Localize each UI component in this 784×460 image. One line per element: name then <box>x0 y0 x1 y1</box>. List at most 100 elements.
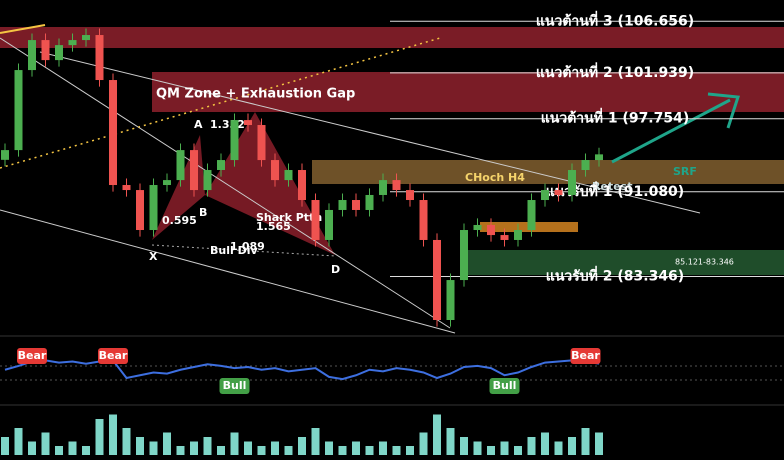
candle-body <box>122 185 131 191</box>
histogram-bar <box>14 428 23 455</box>
srf-label: SRF <box>673 165 697 178</box>
ratio-label: 1.089 <box>230 240 265 253</box>
candle-body <box>176 150 185 181</box>
signal-label: Bull <box>223 379 247 392</box>
candle-body <box>257 125 266 161</box>
candle-body <box>1 150 9 160</box>
histogram-bar <box>28 441 36 455</box>
candle-body <box>338 200 347 210</box>
candle-body <box>68 40 77 46</box>
candle-body <box>595 154 603 161</box>
point-label: A <box>194 118 203 131</box>
candle-body <box>244 120 252 126</box>
candle-body <box>284 170 293 181</box>
histogram-bar <box>298 437 306 455</box>
signal-label: Bear <box>18 349 47 362</box>
histogram-bar <box>595 432 603 455</box>
histogram-bar <box>419 432 428 455</box>
histogram-bar <box>149 441 158 455</box>
histogram-bar <box>82 446 90 455</box>
ratio-label: 0.595 <box>162 214 197 227</box>
histogram-bar <box>473 441 482 455</box>
candle-body <box>271 160 279 181</box>
histogram-bar <box>311 428 320 455</box>
zones <box>0 24 784 406</box>
histogram-bar <box>460 437 468 455</box>
point-label: D <box>331 263 340 276</box>
candle-body <box>95 35 104 81</box>
level-label: แนวรับที่ 2 (83.346) <box>546 265 684 284</box>
histogram-bar <box>487 446 495 455</box>
histogram-bar <box>176 446 185 455</box>
histogram-bar <box>271 441 279 455</box>
candle-body <box>527 200 536 231</box>
signal-badge <box>17 348 47 364</box>
histogram-bar <box>352 441 360 455</box>
zone-label: QM Zone + Exhaustion Gap <box>156 87 355 102</box>
candle-body <box>311 200 320 240</box>
candle-body <box>379 180 387 195</box>
candle-body <box>433 239 441 321</box>
point-label: X <box>149 250 158 263</box>
candle-body <box>41 40 50 61</box>
trend-line <box>0 37 441 169</box>
signal-badge <box>219 378 250 394</box>
candle-body <box>298 170 306 201</box>
candle-body <box>500 235 509 240</box>
histogram-bar <box>244 441 252 455</box>
support-zone <box>312 160 784 184</box>
level-label: แนวต้านที่ 3 (106.656) <box>536 10 694 29</box>
histogram-bar <box>55 446 63 455</box>
point-label: B <box>199 206 207 219</box>
choch-label: CHoch H4 <box>465 171 525 184</box>
histogram-bar <box>163 432 171 455</box>
candle-body <box>392 180 401 191</box>
channel-line <box>39 51 701 214</box>
ratio-label: 1.565 <box>256 220 291 233</box>
arrow-head <box>707 92 740 129</box>
candle-body <box>460 230 468 281</box>
candle-body <box>82 35 90 41</box>
div-label: Bull Div <box>210 244 258 257</box>
histogram-bar <box>379 441 387 455</box>
candle-body <box>419 200 428 240</box>
histogram-bar <box>284 446 293 455</box>
histogram-bar <box>568 437 576 455</box>
candle-body <box>568 170 576 195</box>
candle-body <box>406 190 414 201</box>
candle-body <box>473 224 482 231</box>
signal-label: Bull <box>493 379 517 392</box>
histogram-bar <box>554 441 563 455</box>
histogram-bar <box>581 428 590 455</box>
candle-body <box>55 45 63 61</box>
signal-badge <box>570 348 601 364</box>
histogram-bar <box>217 446 225 455</box>
trend-line <box>0 24 46 34</box>
histogram-bar <box>190 441 198 455</box>
retest-label: Retest <box>592 180 632 193</box>
histogram-bar <box>433 414 441 455</box>
histogram-bar <box>514 446 522 455</box>
candle-body <box>136 190 144 231</box>
candle-body <box>541 190 549 201</box>
histogram-bar <box>68 441 77 455</box>
range-label: 85.121-83.346 <box>675 258 734 267</box>
signal-badge <box>98 348 128 364</box>
histogram-bar <box>122 428 131 455</box>
histogram-bar <box>203 437 212 455</box>
candle-body <box>14 70 23 151</box>
candle-body <box>149 185 158 231</box>
histogram-bar <box>527 437 536 455</box>
signal-label: Bear <box>99 349 128 362</box>
histogram-bar <box>109 414 117 455</box>
level-label: แนวต้านที่ 2 (101.939) <box>536 62 694 81</box>
histogram-bar <box>392 446 401 455</box>
histogram-bar <box>500 441 509 455</box>
candle-body <box>514 230 522 240</box>
candle-body <box>203 170 212 191</box>
candle-body <box>190 150 198 191</box>
candle-body <box>487 224 495 236</box>
pattern-label: Shark Pttn <box>256 211 322 224</box>
histogram-bar <box>1 437 9 455</box>
